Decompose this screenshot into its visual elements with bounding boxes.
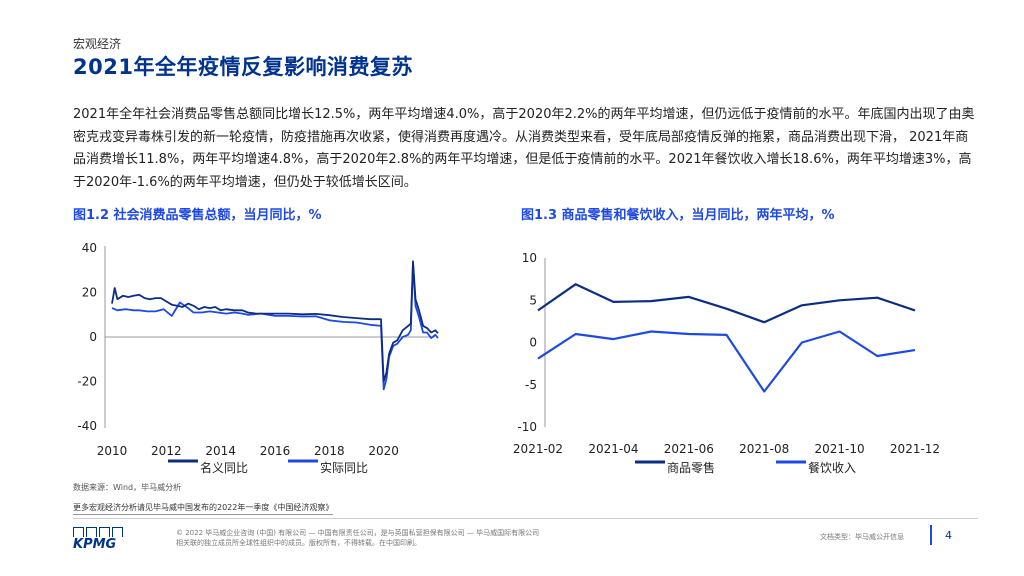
page-title: 2021年全年疫情反复影响消费复苏 xyxy=(73,55,413,79)
x-tick-label: 2012 xyxy=(151,444,182,458)
chart-goods-catering: 10 5 0 -5 -10 2021-02 2021-04 2021-06 2021-08 20… xyxy=(513,251,940,475)
section-label: 宏观经济 xyxy=(73,37,122,51)
figure-1-3-title: 图1.3 商品零售和餐饮收入，当月同比，两年平均，% xyxy=(521,208,835,223)
copyright: © 2022 毕马威企业咨询 (中国) 有限公司 — 中国有限责任公司，是与英国… xyxy=(176,528,636,548)
legend-label: 实际同比 xyxy=(320,460,368,475)
y-tick-label: 40 xyxy=(82,241,97,255)
series-line-nominal xyxy=(111,260,439,383)
footer-divider xyxy=(73,518,978,519)
page-number-divider xyxy=(930,525,932,545)
x-tick-label: 2018 xyxy=(314,444,345,458)
legend-label: 名义同比 xyxy=(200,460,248,475)
x-tick-label: 2021-10 xyxy=(815,442,865,456)
x-tick-label: 2021-06 xyxy=(664,442,714,456)
page-number: 4 xyxy=(945,529,952,542)
y-tick-label: -5 xyxy=(525,378,537,392)
x-tick-label: 2021-02 xyxy=(513,442,563,456)
series-line-goods-retail xyxy=(537,283,916,324)
y-tick-label: 20 xyxy=(82,286,97,300)
x-tick-label: 2010 xyxy=(97,444,128,458)
y-tick-label: -20 xyxy=(77,375,97,389)
copyright-line-1: © 2022 毕马威企业咨询 (中国) 有限公司 — 中国有限责任公司，是与英国… xyxy=(176,529,540,537)
y-tick-label: -40 xyxy=(77,419,97,433)
y-tick-label: -10 xyxy=(517,420,537,434)
chart-retail-sales-yoy: 40 20 0 -20 -40 2010 2012 2014 2016 2018 2020 名义同… xyxy=(77,241,439,475)
x-tick-label: 2016 xyxy=(260,444,291,458)
x-tick-label: 2021-12 xyxy=(890,442,940,456)
logo-text: KPMG xyxy=(73,537,117,552)
x-tick-label: 2014 xyxy=(205,444,236,458)
x-tick-label: 2021-08 xyxy=(739,442,789,456)
data-source: 数据来源：Wind，毕马威分析 xyxy=(73,483,182,492)
y-tick-label: 0 xyxy=(89,330,97,344)
kpmg-logo: KPMG xyxy=(73,527,133,555)
figure-1-2-title: 图1.2 社会消费品零售总额，当月同比，% xyxy=(73,208,322,223)
y-tick-label: 5 xyxy=(529,293,537,307)
x-tick-label: 2021-04 xyxy=(588,442,638,456)
more-analysis-link[interactable]: 更多宏观经济分析请见毕马威中国发布的2022年一季度《中国经济观察》 xyxy=(73,502,334,515)
body-paragraph: 2021年全年社会消费品零售总额同比增长12.5%，两年平均增速4.0%，高于2… xyxy=(73,107,975,190)
y-tick-label: 10 xyxy=(522,251,537,265)
y-tick-label: 0 xyxy=(529,336,537,350)
legend-label: 商品零售 xyxy=(667,460,715,475)
series-line-catering xyxy=(537,330,916,393)
document-classification: 文档类型：毕马威公开信息 xyxy=(820,533,904,541)
x-tick-label: 2020 xyxy=(368,444,399,458)
series-line-real xyxy=(111,262,439,391)
legend-label: 餐饮收入 xyxy=(808,460,856,475)
copyright-line-2: 相关联的独立成员所全球性组织中的成员。版权所有，不得转载。在中国印刷。 xyxy=(176,539,421,547)
